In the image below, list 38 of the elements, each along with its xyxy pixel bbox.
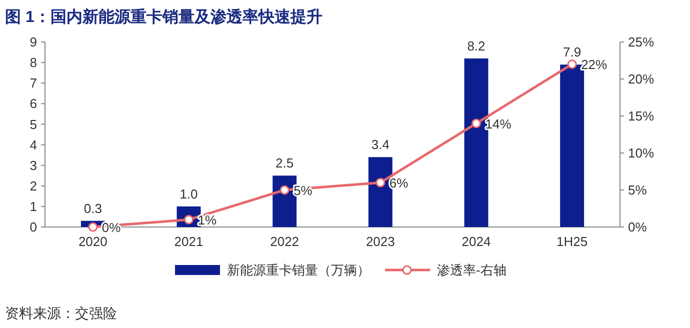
- x-tick-label: 2023: [366, 234, 395, 249]
- legend-label: 新能源重卡销量（万辆）: [227, 262, 370, 278]
- data-label: 22%: [581, 57, 608, 72]
- data-label: 3.4: [371, 137, 390, 152]
- y-tick-label: 3: [30, 158, 37, 173]
- chart-title: 图 1：国内新能源重卡销量及渗透率快速提升: [5, 7, 322, 26]
- y-tick-label: 2: [30, 178, 37, 194]
- y-tick-label: 7: [30, 76, 37, 91]
- y2-tick-label: 10%: [628, 146, 654, 161]
- data-label: 7.9: [563, 44, 582, 60]
- y2-tick-label: 5%: [628, 182, 648, 198]
- y2-tick-label: 25%: [628, 34, 654, 50]
- point: [472, 118, 481, 128]
- x-tick-label: 2021: [174, 234, 204, 249]
- data-label: 1.0: [180, 186, 198, 202]
- data-label: 8.2: [467, 38, 486, 54]
- point: [567, 59, 577, 69]
- x-tick-label: 2020: [78, 234, 108, 249]
- legend-label: 渗透率-右轴: [437, 262, 506, 278]
- y2-tick-label: 15%: [628, 108, 654, 124]
- data-label: 2.5: [276, 156, 294, 171]
- x-tick-label: 1H25: [556, 234, 588, 249]
- y-tick-label: 0: [30, 220, 37, 235]
- point: [280, 185, 290, 195]
- point: [88, 222, 98, 232]
- x-tick-label: 2022: [270, 234, 300, 249]
- y-tick-label: 5: [30, 116, 37, 132]
- y-tick-label: 6: [30, 96, 37, 112]
- point: [376, 178, 386, 188]
- y-tick-label: 8: [30, 55, 37, 70]
- text: 资料来源：交强险: [5, 305, 117, 321]
- data-label: 0.3: [84, 200, 102, 216]
- y-tick-label: 1: [30, 198, 37, 214]
- y-tick-label: 9: [30, 34, 37, 50]
- x-tick-label: 2024: [462, 234, 491, 249]
- y2-tick-label: 20%: [628, 72, 654, 87]
- y2-tick-label: 0%: [628, 220, 648, 235]
- y-tick-label: 4: [30, 137, 37, 152]
